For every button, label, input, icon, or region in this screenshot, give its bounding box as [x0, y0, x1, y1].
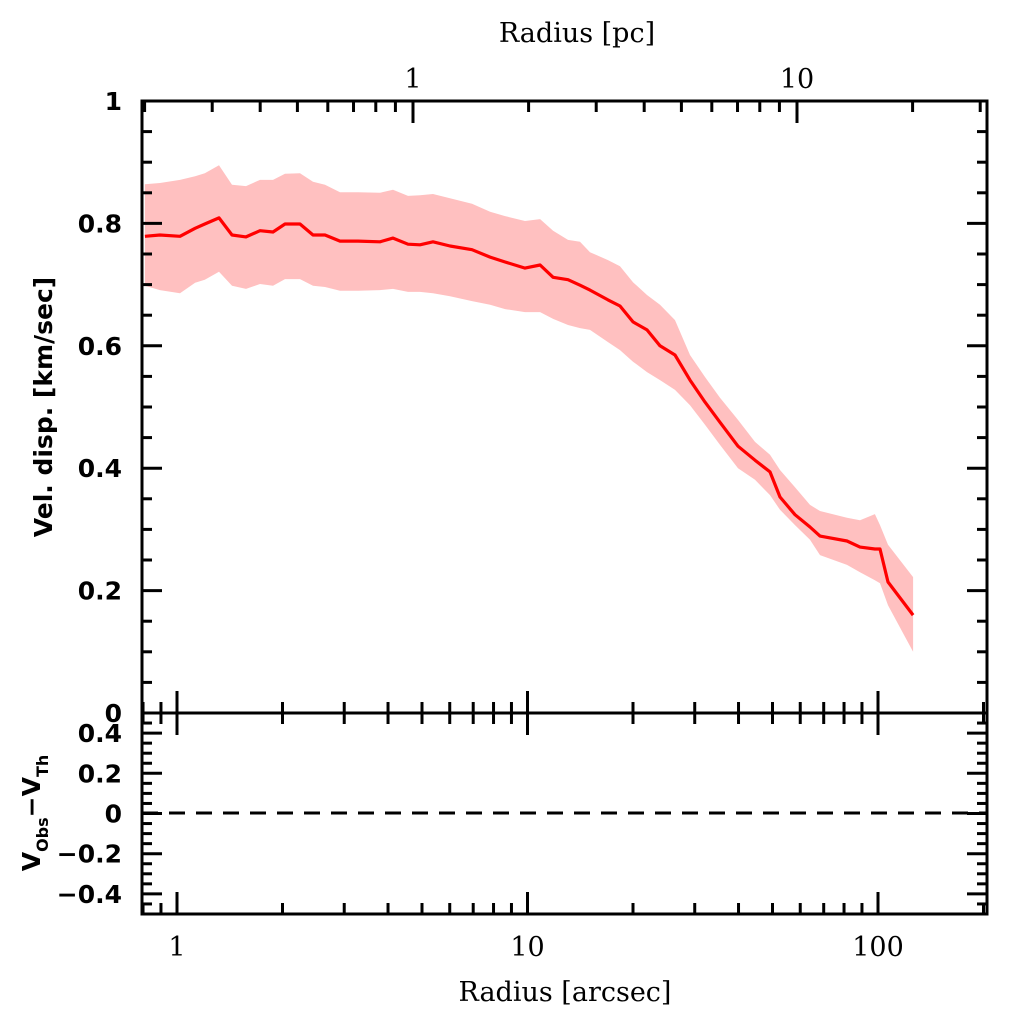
y-tick-label: 0.2 — [78, 759, 122, 788]
bottom-panel: −0.4 −0.2 0 0.2 0.4 1 10 100 Radius [arcsec] V… — [17, 711, 989, 1008]
y-tick-label: 1 — [105, 87, 122, 116]
bottom-y-tick-labels: −0.4 −0.2 0 0.2 0.4 — [57, 719, 122, 909]
svg-text:VObs−VTh: VObs−VTh — [17, 755, 52, 872]
y-tick-label: 0.4 — [78, 719, 122, 748]
velocity-dispersion-line — [144, 216, 915, 617]
y-tick-label: 0 — [105, 699, 122, 728]
x-tick-label: 100 — [852, 932, 904, 963]
ylabel-sub1: Obs — [33, 817, 52, 852]
top-x-tick-labels: 1 10 — [404, 64, 814, 95]
y-tick-label: 0.6 — [78, 332, 122, 361]
top-y-axis-title: Vel. disp. [km/sec] — [29, 277, 58, 537]
bottom-panel-frame — [140, 711, 989, 916]
ylabel-sub2: Th — [33, 755, 52, 777]
bottom-panel-ticks — [141, 711, 987, 916]
y-tick-label: 0.4 — [78, 454, 122, 483]
bottom-x-tick-labels: 1 10 100 — [168, 932, 903, 963]
ylabel-v1: V — [17, 851, 46, 871]
uncertainty-band — [144, 165, 914, 652]
y-tick-label: 0.8 — [78, 209, 122, 238]
top-x-axis-title: Radius [pc] — [499, 18, 655, 49]
top-x-tick-label: 1 — [404, 64, 421, 95]
y-tick-label: 0.2 — [78, 577, 122, 606]
y-tick-label: 0 — [105, 800, 122, 829]
top-panel: 0 0.2 0.4 0.6 0.8 1 1 10 Radius [pc] Vel. disp… — [29, 18, 989, 728]
ylabel-v2: V — [17, 776, 46, 796]
y-tick-label: −0.2 — [57, 840, 122, 869]
x-tick-label: 10 — [510, 932, 544, 963]
x-tick-label: 1 — [168, 932, 185, 963]
bottom-y-axis-title: VObs−VTh — [17, 755, 52, 872]
ylabel-minus: − — [17, 796, 46, 817]
bottom-x-axis-title: Radius [arcsec] — [459, 977, 672, 1008]
top-panel-ticks — [141, 99, 987, 715]
top-x-tick-label: 10 — [780, 64, 814, 95]
top-y-tick-labels: 0 0.2 0.4 0.6 0.8 1 — [78, 87, 122, 728]
y-tick-label: −0.4 — [57, 880, 122, 909]
